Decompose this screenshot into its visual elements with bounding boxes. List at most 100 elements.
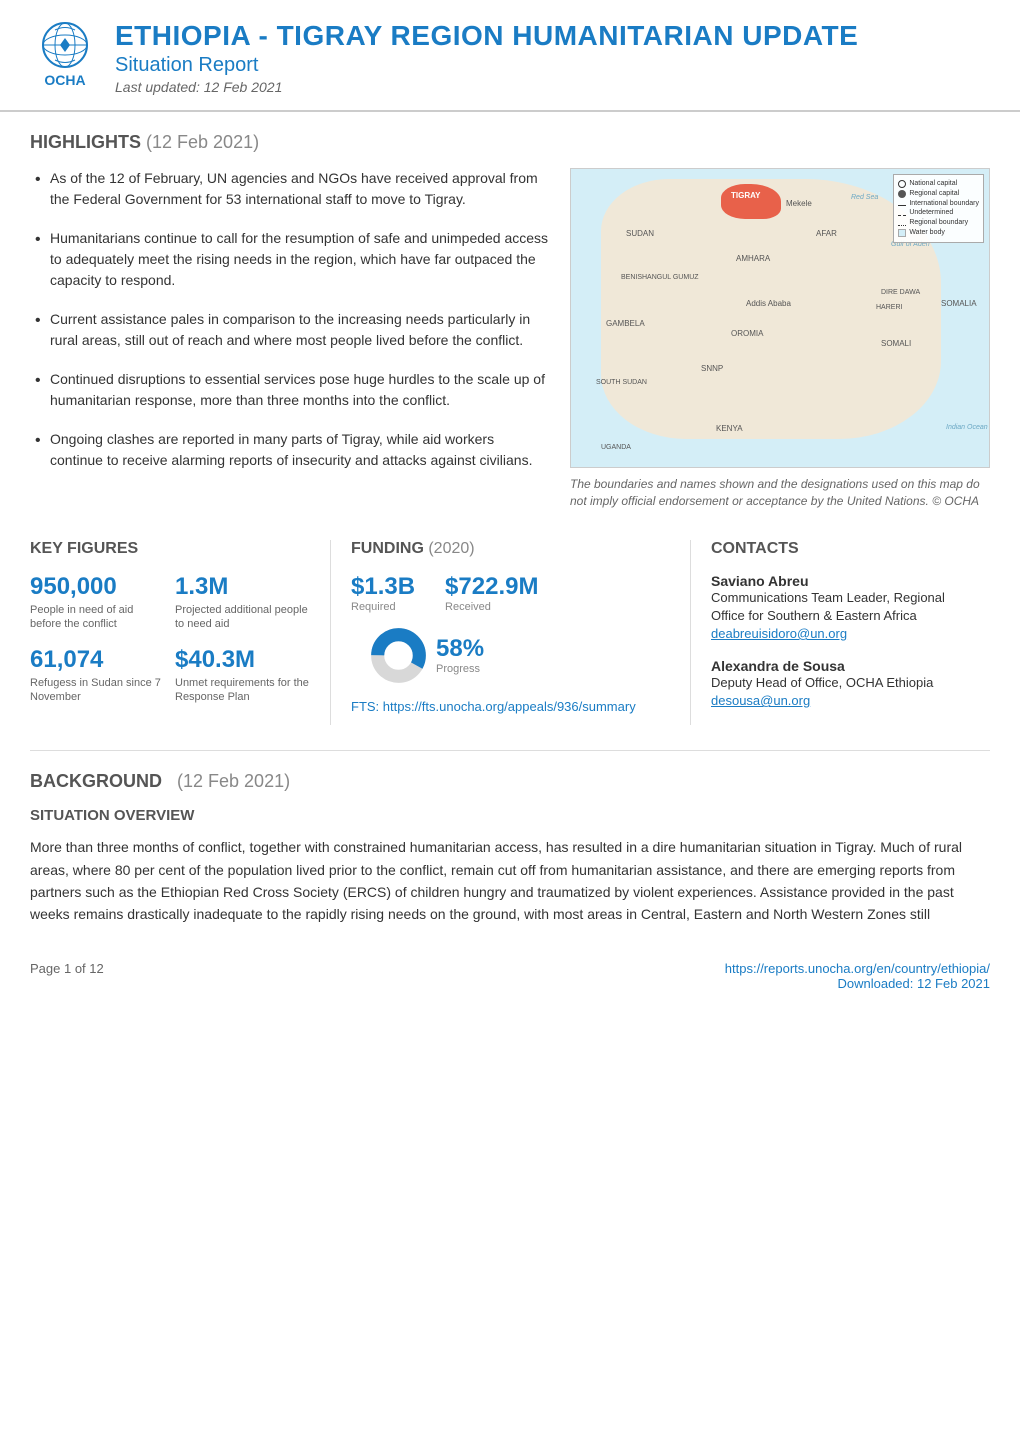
contact-email-link[interactable]: deabreuisidoro@un.org bbox=[711, 626, 847, 641]
header-text: ETHIOPIA - TIGRAY REGION HUMANITARIAN UP… bbox=[115, 20, 990, 95]
map-wrapper: TIGRAY Mekele SUDAN AFAR AMHARA BENISHAN… bbox=[570, 168, 990, 510]
legend-intl-boundary: International boundary bbox=[909, 199, 979, 209]
page-header: OCHA ETHIOPIA - TIGRAY REGION HUMANITARI… bbox=[0, 0, 1020, 112]
highlights-heading: HIGHLIGHTS (12 Feb 2021) bbox=[30, 132, 990, 153]
map-label-somalia: SOMALIA bbox=[941, 299, 977, 308]
funding-date: (2020) bbox=[428, 540, 474, 557]
map-label-south-sudan: SOUTH SUDAN bbox=[596, 379, 647, 386]
background-heading: BACKGROUND (12 Feb 2021) bbox=[30, 771, 990, 792]
key-figure-value: 61,074 bbox=[30, 646, 165, 674]
funding-received-label: Received bbox=[445, 601, 538, 613]
map-label-indian: Indian Ocean bbox=[946, 424, 988, 431]
map-label-redsea: Red Sea bbox=[851, 194, 878, 201]
overview-heading: SITUATION OVERVIEW bbox=[30, 807, 990, 824]
funding-heading-text: FUNDING bbox=[351, 540, 424, 557]
key-figure-item: 950,000 People in need of aid before the… bbox=[30, 573, 165, 632]
key-figure-item: 1.3M Projected additional people to need… bbox=[175, 573, 310, 632]
key-figure-label: Projected additional people to need aid bbox=[175, 603, 310, 632]
footer-downloaded: Downloaded: 12 Feb 2021 bbox=[725, 976, 990, 991]
fts-link[interactable]: FTS: https://fts.unocha.org/appeals/936/… bbox=[351, 698, 670, 716]
legend-undetermined: Undetermined bbox=[909, 208, 953, 218]
highlights-section: As of the 12 of February, UN agencies an… bbox=[30, 168, 990, 510]
key-figure-label: Refugess in Sudan since 7 November bbox=[30, 676, 165, 705]
contacts-column: CONTACTS Saviano Abreu Communications Te… bbox=[690, 540, 990, 726]
contact-name: Saviano Abreu bbox=[711, 573, 970, 589]
key-figure-label: Unmet requirements for the Response Plan bbox=[175, 676, 310, 705]
document-title: ETHIOPIA - TIGRAY REGION HUMANITARIAN UP… bbox=[115, 20, 990, 52]
highlight-item: As of the 12 of February, UN agencies an… bbox=[30, 168, 550, 210]
highlights-heading-text: HIGHLIGHTS bbox=[30, 132, 141, 152]
map-label-gambela: GAMBELA bbox=[606, 319, 645, 328]
contact-name: Alexandra de Sousa bbox=[711, 658, 970, 674]
three-column-section: KEY FIGURES 950,000 People in need of ai… bbox=[30, 540, 990, 726]
funding-received-value: $722.9M bbox=[445, 573, 538, 601]
map-caption: The boundaries and names shown and the d… bbox=[570, 476, 990, 510]
funding-required: $1.3B Required bbox=[351, 573, 415, 613]
map-label-sudan: SUDAN bbox=[626, 229, 654, 238]
progress-value: 58% bbox=[436, 635, 484, 663]
map-label-benishangul: BENISHANGUL GUMUZ bbox=[621, 274, 699, 281]
contact-item: Saviano Abreu Communications Team Leader… bbox=[711, 573, 970, 643]
key-figures-column: KEY FIGURES 950,000 People in need of ai… bbox=[30, 540, 330, 726]
key-figure-item: $40.3M Unmet requirements for the Respon… bbox=[175, 646, 310, 705]
map-label-uganda: UGANDA bbox=[601, 444, 631, 451]
background-heading-text: BACKGROUND bbox=[30, 771, 162, 791]
map-label-amhara: AMHARA bbox=[736, 254, 770, 263]
contact-email-link[interactable]: desousa@un.org bbox=[711, 693, 810, 708]
legend-regional-boundary: Regional boundary bbox=[909, 218, 968, 228]
page-footer: Page 1 of 12 https://reports.unocha.org/… bbox=[0, 946, 1020, 1006]
legend-national-capital: National capital bbox=[909, 179, 957, 189]
ocha-logo-text: OCHA bbox=[44, 72, 85, 88]
key-figures-grid: 950,000 People in need of aid before the… bbox=[30, 573, 310, 705]
legend-regional-capital: Regional capital bbox=[909, 189, 959, 199]
last-updated: Last updated: 12 Feb 2021 bbox=[115, 79, 990, 95]
map-legend: National capital Regional capital Intern… bbox=[893, 174, 984, 243]
key-figure-item: 61,074 Refugess in Sudan since 7 Novembe… bbox=[30, 646, 165, 705]
key-figure-value: $40.3M bbox=[175, 646, 310, 674]
funding-column: FUNDING (2020) $1.3B Required $722.9M Re… bbox=[330, 540, 690, 726]
progress-donut-icon bbox=[371, 628, 426, 683]
map-label-kenya: KENYA bbox=[716, 424, 743, 433]
key-figure-value: 1.3M bbox=[175, 573, 310, 601]
ocha-logo-icon bbox=[40, 20, 90, 70]
funding-progress: 58% Progress bbox=[371, 628, 670, 683]
map-label-harari: HARERI bbox=[876, 304, 902, 311]
funding-heading: FUNDING (2020) bbox=[351, 540, 670, 558]
map-label-snnp: SNNP bbox=[701, 364, 723, 373]
background-date: (12 Feb 2021) bbox=[177, 771, 290, 791]
map-label-addis: Addis Ababa bbox=[746, 299, 791, 308]
funding-received: $722.9M Received bbox=[445, 573, 538, 613]
ocha-logo: OCHA bbox=[30, 20, 100, 90]
highlights-date: (12 Feb 2021) bbox=[146, 132, 259, 152]
contact-item: Alexandra de Sousa Deputy Head of Office… bbox=[711, 658, 970, 710]
key-figure-value: 950,000 bbox=[30, 573, 165, 601]
ethiopia-map: TIGRAY Mekele SUDAN AFAR AMHARA BENISHAN… bbox=[570, 168, 990, 468]
highlight-item: Continued disruptions to essential servi… bbox=[30, 369, 550, 411]
document-subtitle: Situation Report bbox=[115, 54, 990, 77]
progress-label: Progress bbox=[436, 663, 484, 675]
highlight-item: Current assistance pales in comparison t… bbox=[30, 309, 550, 351]
footer-url: https://reports.unocha.org/en/country/et… bbox=[725, 961, 990, 976]
funding-required-value: $1.3B bbox=[351, 573, 415, 601]
content-area: HIGHLIGHTS (12 Feb 2021) As of the 12 of… bbox=[0, 112, 1020, 946]
map-label-afar: AFAR bbox=[816, 229, 837, 238]
footer-right: https://reports.unocha.org/en/country/et… bbox=[725, 961, 990, 991]
highlights-list: As of the 12 of February, UN agencies an… bbox=[30, 168, 550, 510]
highlight-item: Ongoing clashes are reported in many par… bbox=[30, 429, 550, 471]
legend-water-body: Water body bbox=[909, 228, 945, 238]
funding-row: $1.3B Required $722.9M Received bbox=[351, 573, 670, 613]
highlight-item: Humanitarians continue to call for the r… bbox=[30, 228, 550, 291]
funding-required-label: Required bbox=[351, 601, 415, 613]
contact-role: Communications Team Leader, Regional Off… bbox=[711, 589, 970, 625]
overview-text: More than three months of conflict, toge… bbox=[30, 836, 990, 926]
map-label-tigray: TIGRAY bbox=[731, 191, 761, 200]
progress-text: 58% Progress bbox=[436, 635, 484, 675]
key-figure-label: People in need of aid before the conflic… bbox=[30, 603, 165, 632]
map-label-somali: SOMALI bbox=[881, 339, 911, 348]
map-tigray-region bbox=[721, 184, 781, 219]
footer-page-number: Page 1 of 12 bbox=[30, 961, 104, 991]
map-label-mekele: Mekele bbox=[786, 199, 812, 208]
background-section: BACKGROUND (12 Feb 2021) SITUATION OVERV… bbox=[30, 750, 990, 926]
contact-role: Deputy Head of Office, OCHA Ethiopia bbox=[711, 674, 970, 692]
key-figures-heading: KEY FIGURES bbox=[30, 540, 310, 558]
